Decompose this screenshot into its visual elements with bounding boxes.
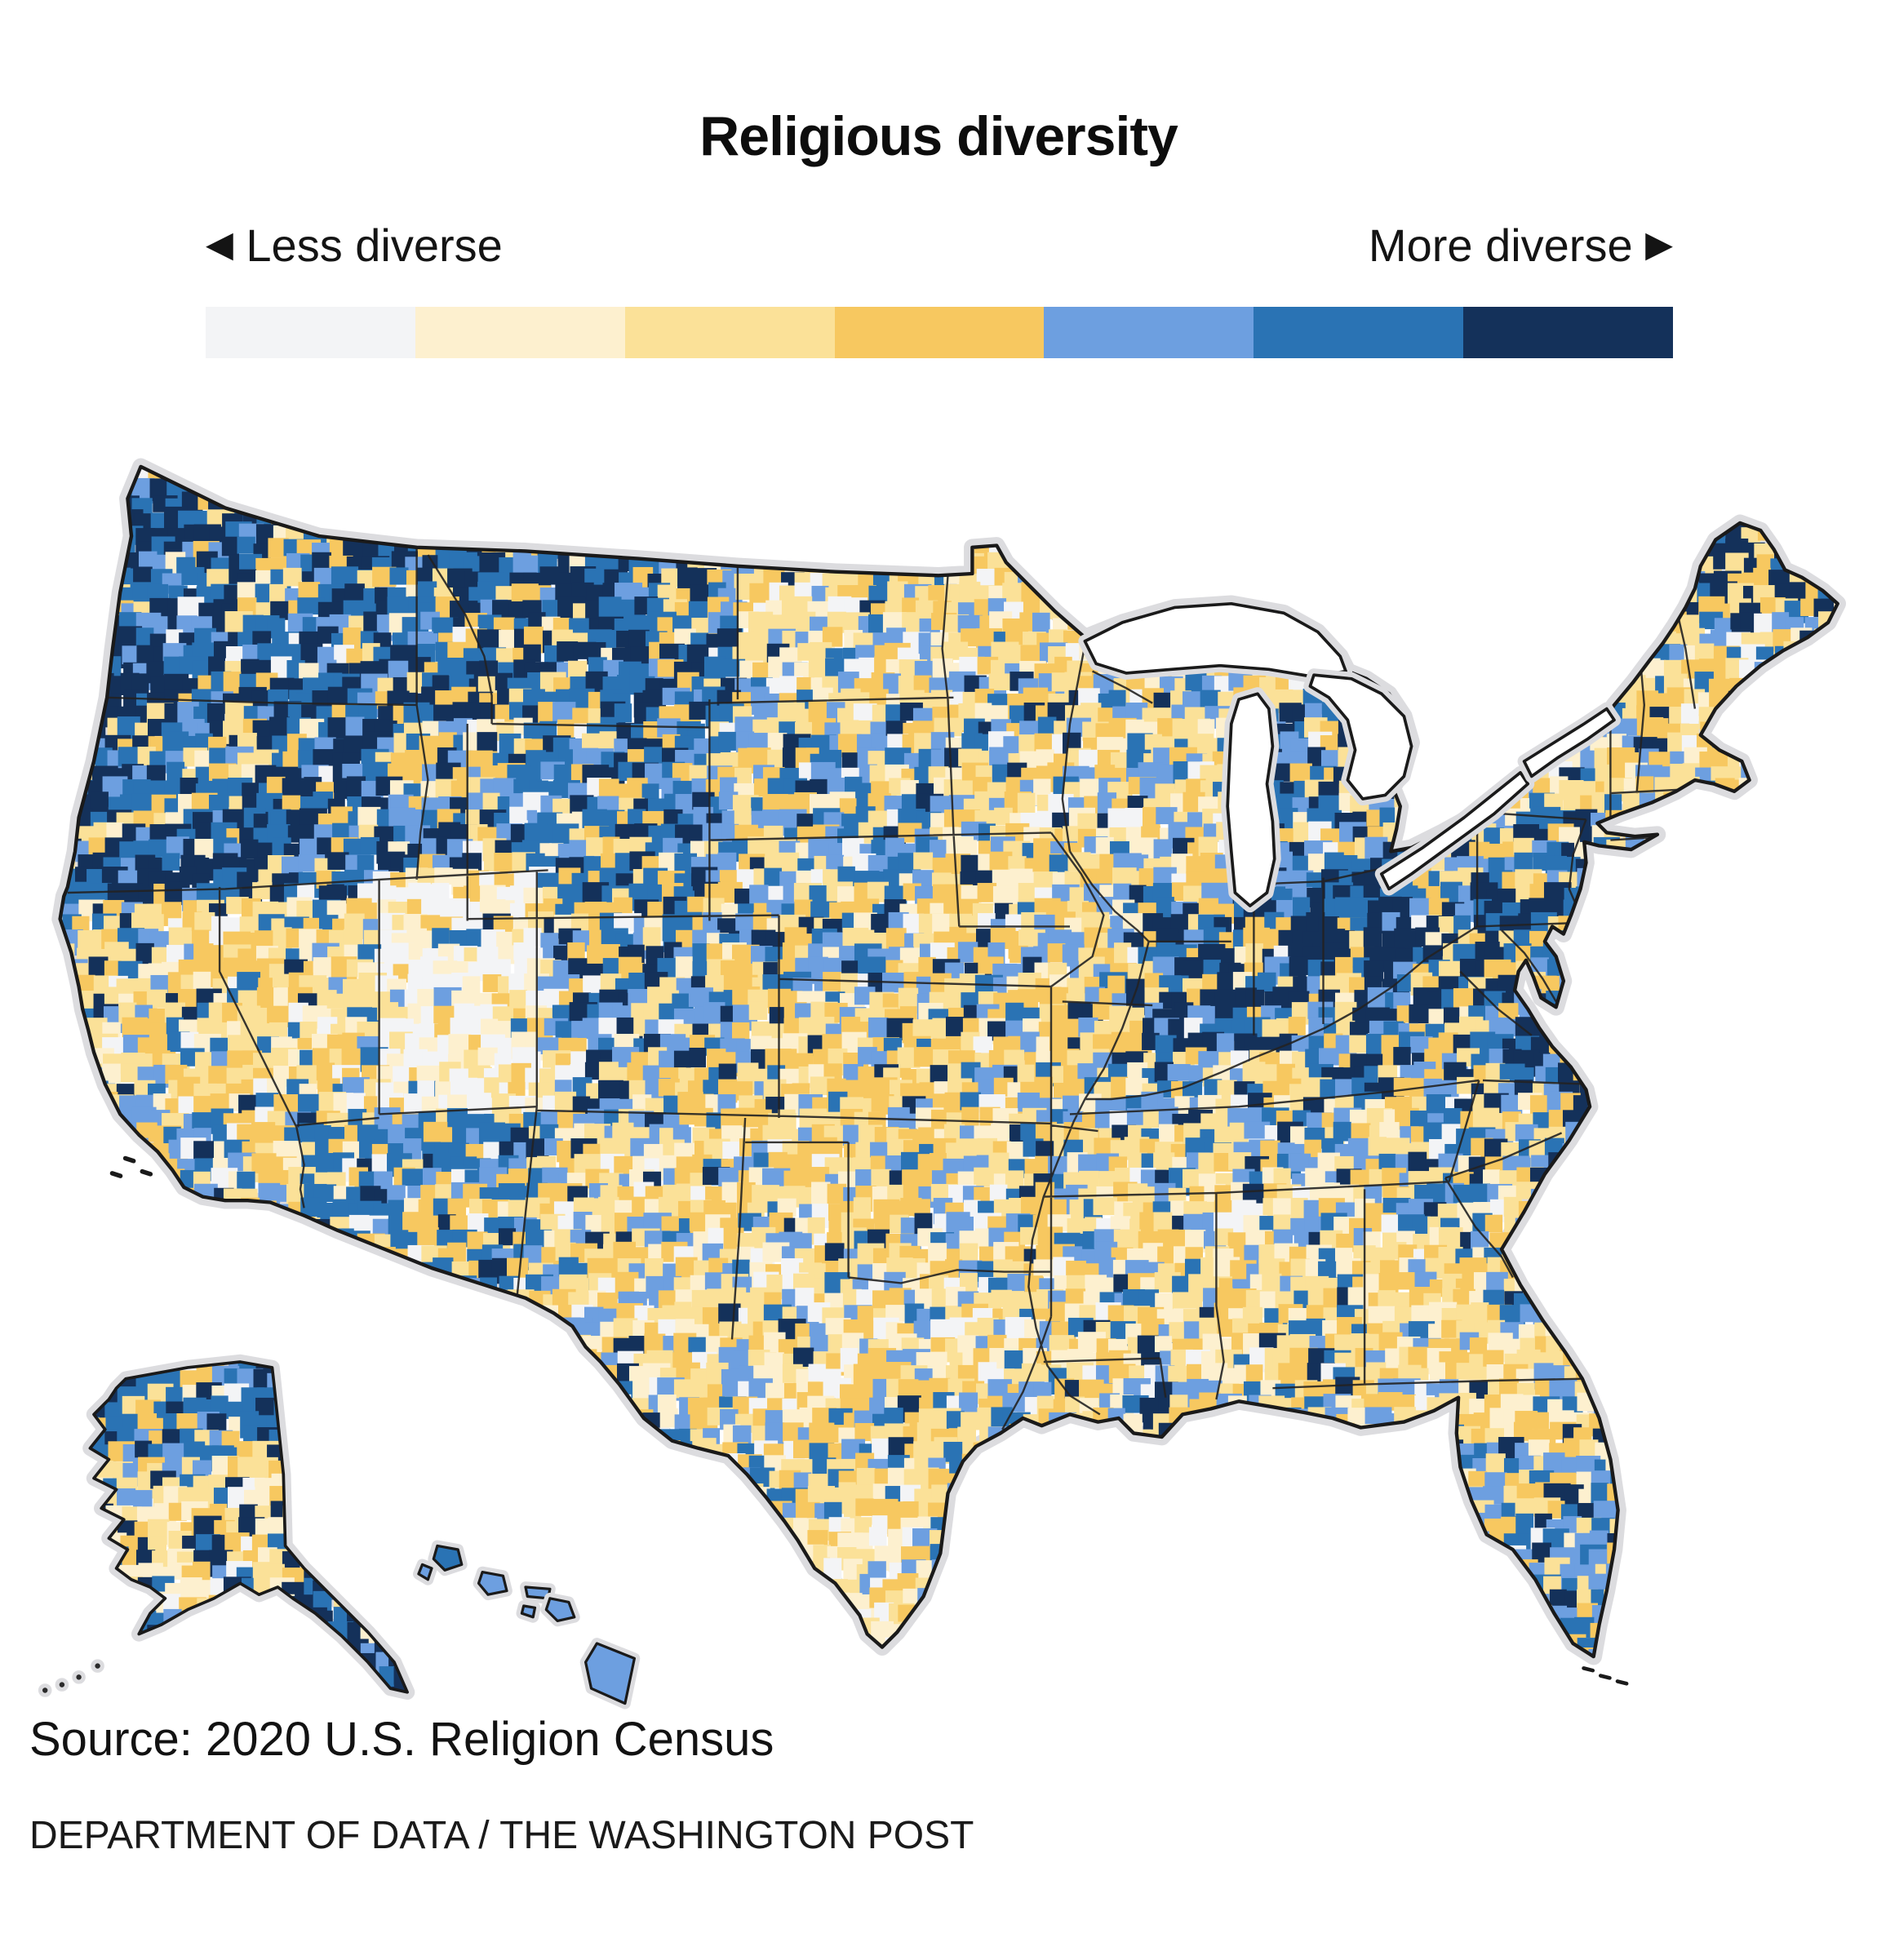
state-borders bbox=[67, 547, 1719, 1430]
island-niihau bbox=[417, 1563, 433, 1581]
legend-swatch-7 bbox=[1463, 307, 1674, 358]
legend-label-more: More diverse ▶ bbox=[1369, 219, 1673, 272]
island-lanai bbox=[520, 1604, 537, 1619]
source-text: Source: 2020 U.S. Religion Census bbox=[29, 1713, 774, 1766]
aleutian-islet-1 bbox=[76, 1674, 82, 1680]
alaska-outline bbox=[88, 1360, 409, 1694]
legend-label-less: ◀ Less diverse bbox=[206, 219, 503, 272]
florida-key-2 bbox=[1615, 1679, 1629, 1686]
legend-swatch-5 bbox=[1044, 307, 1254, 358]
florida-key-0 bbox=[1582, 1666, 1595, 1673]
legend-labels: ◀ Less diverse More diverse ▶ bbox=[206, 219, 1673, 272]
island-maui bbox=[544, 1597, 576, 1623]
island-hawaii bbox=[584, 1642, 637, 1705]
legend-label-less-text: Less diverse bbox=[246, 220, 503, 271]
credit-text: DEPARTMENT OF DATA / THE WASHINGTON POST bbox=[29, 1814, 974, 1857]
legend-color-scale bbox=[206, 307, 1674, 358]
lake-michigan bbox=[1226, 692, 1276, 907]
lake-huron bbox=[1308, 673, 1413, 800]
left-arrow-icon: ◀ bbox=[206, 224, 233, 264]
lake-superior bbox=[1083, 601, 1347, 679]
aleutian-islet-0 bbox=[95, 1663, 100, 1669]
island-kauai bbox=[432, 1544, 464, 1572]
island-oahu bbox=[477, 1570, 508, 1596]
us-choropleth-map bbox=[0, 423, 1877, 1738]
page-title: Religious diversity bbox=[699, 105, 1178, 167]
aleutian-islet-2 bbox=[59, 1682, 65, 1687]
legend-swatch-2 bbox=[415, 307, 625, 358]
florida-key-1 bbox=[1598, 1674, 1612, 1680]
aleutian-islet-3 bbox=[42, 1687, 48, 1693]
legend-swatch-4 bbox=[834, 307, 1045, 358]
map-svg bbox=[38, 458, 1847, 1709]
right-arrow-icon: ▶ bbox=[1645, 224, 1673, 264]
legend-swatch-3 bbox=[624, 307, 835, 358]
channel-island-2 bbox=[109, 1171, 123, 1178]
lake-ontario bbox=[1522, 707, 1616, 778]
channel-island-0 bbox=[122, 1155, 136, 1164]
channel-island-1 bbox=[140, 1168, 153, 1177]
legend-swatch-6 bbox=[1254, 307, 1464, 358]
lake-erie bbox=[1379, 770, 1530, 891]
legend-label-more-text: More diverse bbox=[1368, 220, 1633, 271]
legend-swatch-1 bbox=[206, 307, 415, 358]
